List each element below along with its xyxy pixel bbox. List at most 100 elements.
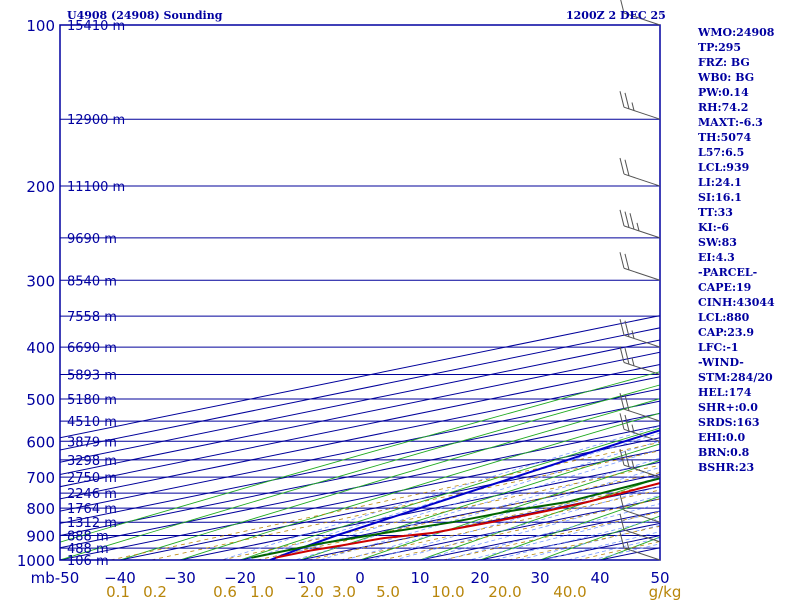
dry-adiabat bbox=[358, 459, 660, 560]
height-label: 3298 m bbox=[67, 454, 117, 469]
wind-barb-flag bbox=[619, 346, 625, 363]
mixing-ratio-label: 2.0 bbox=[300, 583, 324, 600]
height-label: 9690 m bbox=[67, 232, 117, 247]
dry-adiabat bbox=[118, 398, 660, 560]
dry-adiabat bbox=[60, 384, 660, 560]
stat-line: LCL:939 bbox=[698, 161, 750, 174]
wind-barb-staff bbox=[623, 225, 661, 239]
height-label: 5893 m bbox=[67, 368, 117, 383]
wind-barb-flag bbox=[619, 318, 625, 336]
temperature-profile bbox=[275, 482, 660, 559]
isotherm-line bbox=[119, 449, 660, 560]
stat-line: HEL:174 bbox=[698, 386, 752, 399]
height-label: 11100 m bbox=[67, 180, 125, 195]
isotherm-line bbox=[60, 376, 660, 500]
stat-line: TP:295 bbox=[698, 41, 742, 54]
dry-adiabat bbox=[478, 495, 660, 560]
wind-barb-staff bbox=[623, 361, 661, 375]
stat-line: SHR+:0.0 bbox=[698, 401, 758, 414]
wind-barb bbox=[619, 413, 661, 442]
temperature-tick-label: 20 bbox=[470, 569, 489, 587]
wind-barb-staff bbox=[623, 509, 661, 523]
mixing-ratio-line bbox=[382, 498, 660, 560]
wind-barb-half bbox=[636, 222, 640, 232]
parcel-profile bbox=[269, 429, 660, 560]
stat-line: -WIND- bbox=[698, 356, 744, 369]
stat-line: LFC:-1 bbox=[698, 341, 739, 354]
stat-line: CINH:43044 bbox=[698, 296, 775, 309]
temperature-tick-label: −20 bbox=[224, 569, 256, 587]
temperature-tick-label: 10 bbox=[410, 569, 429, 587]
wind-barb-flag bbox=[619, 209, 625, 227]
mixing-ratio-label: 0.6 bbox=[213, 583, 237, 600]
stat-line: WMO:24908 bbox=[698, 26, 775, 39]
wind-barb-flag bbox=[624, 253, 630, 271]
height-label: 888 m bbox=[67, 530, 109, 545]
stats-panel: WMO:24908 TP:295 FRZ: BG WB0: BG PW:0.14 RH:7… bbox=[698, 25, 775, 475]
wind-barb bbox=[619, 91, 661, 120]
wind-barb bbox=[619, 318, 661, 348]
stat-line: SRDS:163 bbox=[698, 416, 760, 429]
pressure-tick-label: 500 bbox=[26, 391, 55, 409]
stat-line: KI:-6 bbox=[698, 221, 729, 234]
stat-line: CAPE:19 bbox=[698, 281, 752, 294]
wind-barb-half bbox=[631, 357, 635, 366]
wind-barb bbox=[619, 209, 661, 239]
pressure-tick-label: 900 bbox=[26, 528, 55, 546]
wind-barb-staff bbox=[623, 529, 661, 543]
mixing-ratio-label: g/kg bbox=[649, 583, 682, 600]
stat-line: EHI:0.0 bbox=[698, 431, 746, 444]
wind-barb-flag bbox=[619, 449, 625, 466]
isotherm-line bbox=[60, 412, 660, 537]
stat-line: CAP:23.9 bbox=[698, 326, 755, 339]
pressure-tick-label: 1000 bbox=[17, 552, 55, 570]
stat-line: EI:4.3 bbox=[698, 251, 735, 264]
wind-barb-half bbox=[631, 424, 635, 433]
temperature-tick-label: 40 bbox=[590, 569, 609, 587]
wind-barb-staff bbox=[623, 173, 661, 187]
wind-barb-flag bbox=[619, 252, 625, 269]
mixing-ratio-label: 1.0 bbox=[250, 583, 274, 600]
stat-line: -PARCEL- bbox=[698, 266, 758, 279]
pressure-tick-label: 400 bbox=[26, 339, 55, 357]
mixing-ratio-label: 5.0 bbox=[376, 583, 400, 600]
height-label: 2750 m bbox=[67, 471, 117, 486]
height-label: 5180 m bbox=[67, 393, 117, 408]
mixing-ratio-label: 10.0 bbox=[431, 583, 464, 600]
height-label: 2246 m bbox=[67, 487, 117, 502]
wind-barb-half bbox=[631, 102, 635, 111]
isotherm-line bbox=[60, 400, 660, 524]
mixing-ratio-line bbox=[257, 472, 660, 560]
temperature-tick-label: 0 bbox=[355, 569, 365, 587]
dry-adiabat bbox=[238, 427, 660, 560]
wind-barb bbox=[620, 0, 661, 26]
dry-adiabat bbox=[178, 412, 660, 560]
pressure-tick-label: 200 bbox=[26, 178, 55, 196]
wind-barb-staff bbox=[623, 464, 661, 478]
height-label: 6690 m bbox=[67, 341, 117, 356]
stat-line: BSHR:23 bbox=[698, 461, 755, 474]
wind-barb-staff bbox=[623, 334, 661, 348]
temperature-tick-label: −30 bbox=[164, 569, 196, 587]
sounding-title: U4908 (24908) Sounding bbox=[67, 9, 223, 22]
stat-line: PW:0.14 bbox=[698, 86, 749, 99]
mixing-ratio-label: 0.1 bbox=[106, 583, 130, 600]
wind-barb-flag bbox=[619, 531, 625, 549]
dry-adiabat bbox=[538, 515, 660, 560]
stat-line: MAXT:-6.3 bbox=[698, 116, 763, 129]
wind-barb-flag bbox=[620, 0, 625, 14]
mixing-ratio-line bbox=[308, 482, 660, 560]
wind-barb-flag bbox=[619, 494, 625, 511]
wind-barb bbox=[619, 392, 661, 422]
wind-barb-staff bbox=[623, 408, 661, 422]
wind-barb-half bbox=[631, 330, 635, 339]
mixing-ratio-line bbox=[577, 541, 660, 560]
height-label: 488 m bbox=[67, 542, 109, 557]
wind-barb bbox=[619, 494, 661, 523]
moist-adiabat bbox=[219, 425, 660, 560]
dry-adiabat bbox=[418, 477, 660, 560]
wind-barb bbox=[619, 449, 661, 478]
pressure-tick-label: 700 bbox=[26, 469, 55, 487]
